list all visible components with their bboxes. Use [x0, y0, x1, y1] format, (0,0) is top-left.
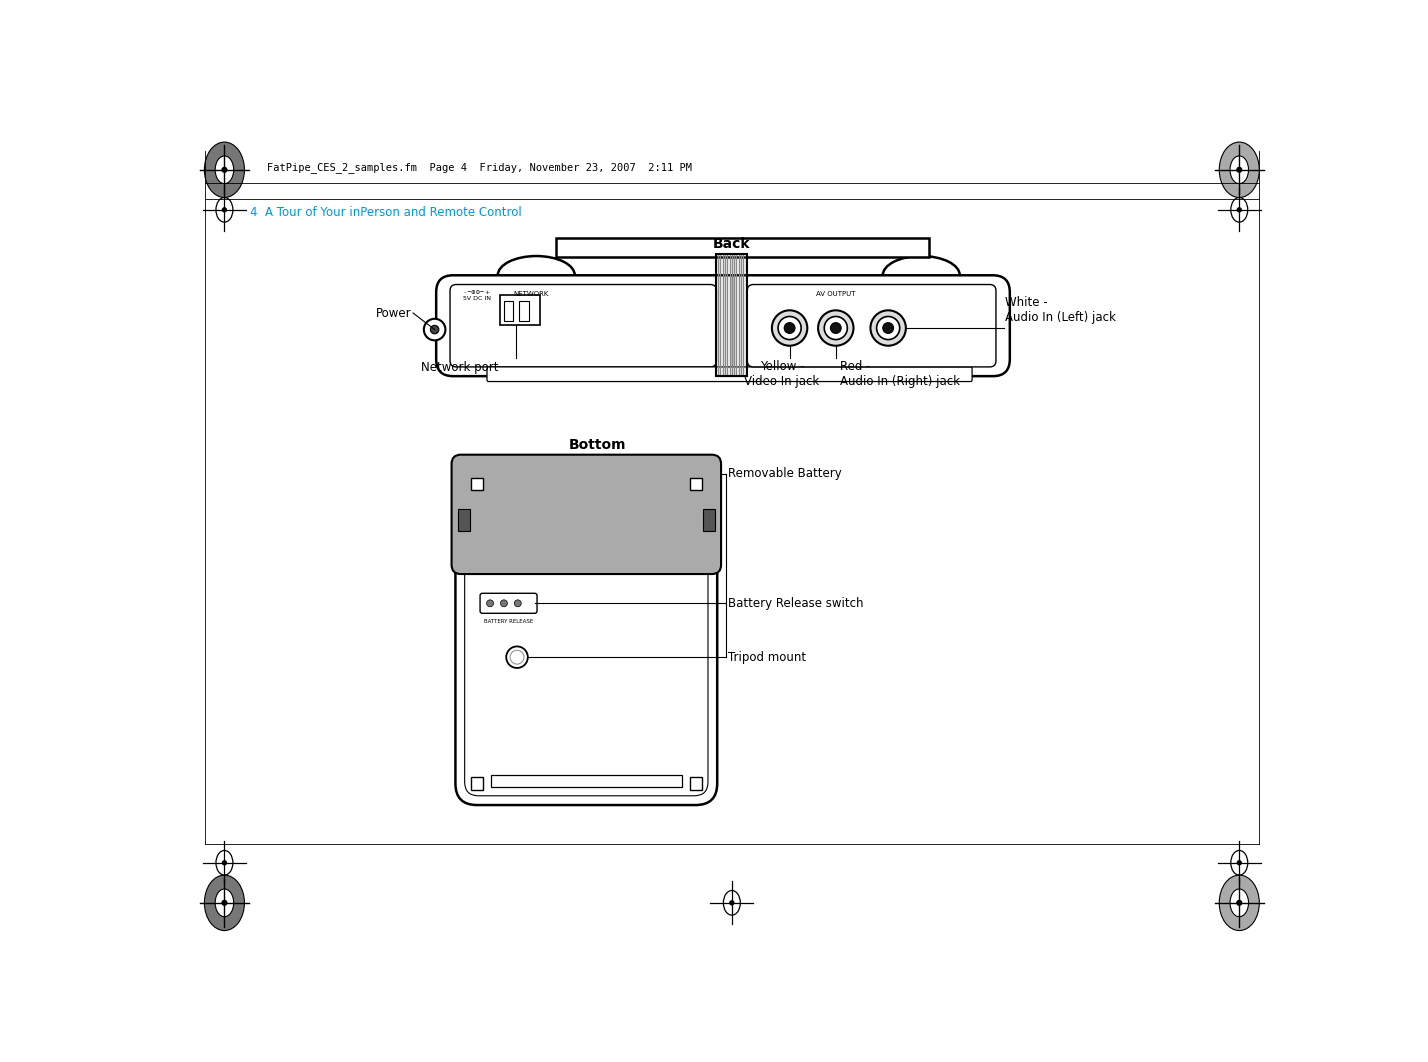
Text: AV OUTPUT: AV OUTPUT — [815, 291, 855, 296]
Text: NETWORK: NETWORK — [513, 291, 548, 296]
Circle shape — [430, 325, 438, 333]
Circle shape — [831, 323, 841, 333]
FancyBboxPatch shape — [436, 275, 1010, 376]
Bar — [500, 295, 540, 325]
Text: Removable Battery: Removable Battery — [728, 467, 841, 480]
Circle shape — [221, 900, 227, 906]
Bar — [504, 301, 513, 321]
FancyBboxPatch shape — [451, 455, 721, 575]
Circle shape — [221, 860, 227, 866]
Circle shape — [424, 319, 446, 340]
Circle shape — [818, 310, 854, 346]
Bar — [458, 510, 470, 531]
Text: Power: Power — [376, 307, 411, 320]
FancyBboxPatch shape — [747, 285, 995, 366]
Circle shape — [730, 901, 734, 906]
Bar — [471, 777, 483, 790]
Circle shape — [871, 310, 905, 346]
Ellipse shape — [204, 142, 244, 198]
Circle shape — [1237, 207, 1242, 212]
Ellipse shape — [216, 156, 234, 184]
Bar — [491, 775, 681, 787]
Text: Battery Release switch: Battery Release switch — [728, 597, 864, 610]
Text: Network port: Network port — [420, 361, 498, 374]
Ellipse shape — [1230, 889, 1248, 917]
Bar — [690, 478, 701, 490]
Circle shape — [877, 316, 900, 340]
Text: FatPipe_CES_2_samples.fm  Page 4  Friday, November 23, 2007  2:11 PM: FatPipe_CES_2_samples.fm Page 4 Friday, … — [267, 162, 691, 173]
Circle shape — [1237, 860, 1242, 866]
Circle shape — [507, 647, 528, 668]
FancyBboxPatch shape — [450, 285, 717, 366]
Bar — [520, 301, 528, 321]
Ellipse shape — [1230, 156, 1248, 184]
Circle shape — [824, 316, 847, 340]
Text: - ─⊕⊖─ +: - ─⊕⊖─ + — [464, 290, 490, 295]
Circle shape — [778, 316, 801, 340]
Bar — [703, 510, 715, 531]
Text: Tripod mount: Tripod mount — [728, 651, 807, 664]
Bar — [690, 777, 701, 790]
Text: 4  A Tour of Your inPerson and Remote Control: 4 A Tour of Your inPerson and Remote Con… — [250, 206, 521, 219]
Circle shape — [883, 323, 894, 333]
Circle shape — [1237, 900, 1242, 906]
Ellipse shape — [216, 889, 234, 917]
Bar — [717, 255, 747, 376]
Circle shape — [221, 207, 227, 212]
Text: White -
Audio In (Left) jack: White - Audio In (Left) jack — [1005, 296, 1117, 324]
FancyBboxPatch shape — [464, 472, 708, 795]
Ellipse shape — [204, 875, 244, 930]
Text: 5V DC IN: 5V DC IN — [463, 296, 491, 301]
Text: Red -
Audio In (Right) jack: Red - Audio In (Right) jack — [840, 360, 960, 388]
Ellipse shape — [1220, 142, 1259, 198]
FancyBboxPatch shape — [456, 462, 717, 805]
Circle shape — [500, 600, 507, 606]
Circle shape — [487, 600, 494, 606]
Circle shape — [1237, 167, 1242, 173]
Circle shape — [784, 323, 795, 333]
Text: Back: Back — [713, 238, 751, 252]
Circle shape — [221, 167, 227, 173]
Text: Bottom: Bottom — [570, 439, 627, 452]
Bar — [471, 478, 483, 490]
Circle shape — [773, 310, 807, 346]
FancyBboxPatch shape — [487, 366, 972, 381]
Circle shape — [514, 600, 521, 606]
Ellipse shape — [1220, 875, 1259, 930]
Text: Yellow -
Video In jack: Yellow - Video In jack — [744, 360, 820, 388]
Bar — [555, 238, 930, 257]
FancyBboxPatch shape — [480, 594, 537, 614]
Circle shape — [510, 650, 524, 664]
Text: BATTERY RELEASE: BATTERY RELEASE — [484, 619, 533, 623]
